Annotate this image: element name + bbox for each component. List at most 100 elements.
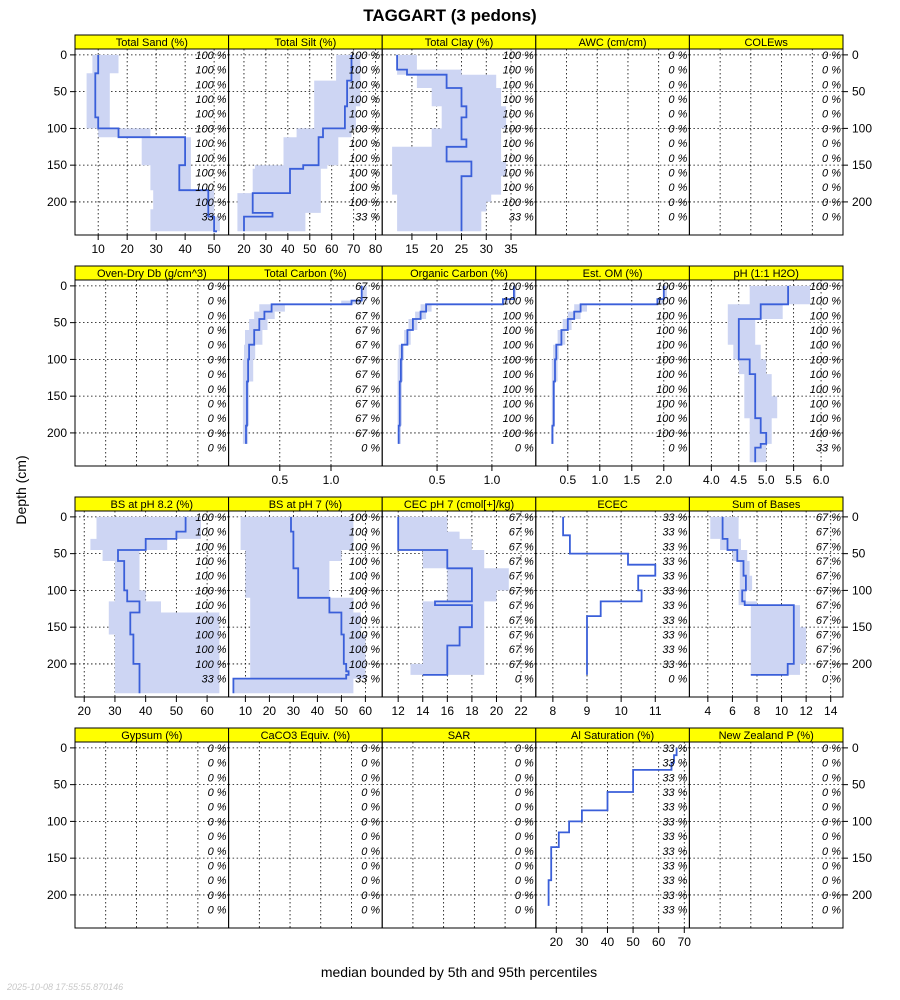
completeness-label: 0 % [208, 296, 227, 308]
completeness-label: 0 % [361, 772, 380, 784]
completeness-label: 0 % [822, 802, 841, 814]
x-tick-label: 60 [325, 242, 339, 256]
completeness-label: 0 % [822, 875, 841, 887]
completeness-label: 100 % [349, 630, 380, 642]
completeness-label: 0 % [822, 182, 841, 194]
panel: Oven-Dry Db (g/cm^3)0 %0 %0 %0 %0 %0 %0 … [74, 265, 230, 467]
depth-tick-label: 200 [47, 657, 67, 671]
completeness-label: 33 % [509, 212, 534, 224]
completeness-label: 100 % [810, 281, 841, 293]
depth-tick-label: 100 [47, 352, 67, 366]
completeness-label: 0 % [208, 354, 227, 366]
panel-title: SAR [448, 730, 471, 742]
completeness-label: 0 % [361, 905, 380, 917]
completeness-label: 100 % [810, 310, 841, 322]
x-tick-label: 0.5 [271, 473, 288, 487]
completeness-label: 67 % [509, 541, 534, 553]
panel-border [535, 48, 690, 236]
x-tick-label: 8 [550, 704, 557, 718]
completeness-label: 33 % [662, 816, 687, 828]
panel-title: Est. OM (%) [583, 268, 643, 280]
completeness-label: 33 % [662, 541, 687, 553]
completeness-label: 100 % [503, 168, 534, 180]
x-tick-label: 9 [584, 704, 591, 718]
depth-tick-label: 150 [47, 389, 67, 403]
x-tick-label: 30 [287, 704, 301, 718]
percentile-band [233, 516, 366, 694]
x-tick-label: 1.5 [623, 473, 640, 487]
completeness-label: 100 % [195, 644, 226, 656]
completeness-label: 67 % [509, 630, 534, 642]
x-tick-label: 15 [405, 242, 419, 256]
depth-tick-label: 0 [60, 510, 67, 524]
percentile-band [237, 54, 361, 232]
percentile-band [398, 516, 509, 675]
panel-title: Gypsum (%) [121, 730, 182, 742]
median-line [551, 285, 665, 444]
completeness-label: 100 % [503, 325, 534, 337]
completeness-label: 100 % [503, 109, 534, 121]
completeness-label: 0 % [822, 212, 841, 224]
x-tick-label: 20 [550, 935, 564, 949]
completeness-label: 0 % [361, 861, 380, 873]
completeness-label: 100 % [503, 50, 534, 62]
panel-border [74, 741, 230, 929]
depth-tick-label: 200 [47, 195, 67, 209]
x-tick-label: 40 [281, 242, 295, 256]
completeness-label: 0 % [515, 802, 534, 814]
completeness-label: 0 % [668, 197, 687, 209]
completeness-label: 0 % [515, 816, 534, 828]
panel-title: CEC pH 7 (cmol[+]/kg) [404, 499, 514, 511]
completeness-label: 0 % [208, 861, 227, 873]
completeness-label: 0 % [668, 153, 687, 165]
completeness-label: 0 % [822, 787, 841, 799]
completeness-label: 0 % [361, 443, 380, 455]
completeness-label: 100 % [349, 527, 380, 539]
completeness-label: 0 % [208, 875, 227, 887]
completeness-label: 100 % [195, 600, 226, 612]
depth-tick-label: 50 [852, 778, 866, 792]
x-tick-label: 80 [369, 242, 383, 256]
completeness-label: 67 % [816, 659, 841, 671]
completeness-label: 0 % [822, 758, 841, 770]
completeness-label: 100 % [195, 630, 226, 642]
depth-tick-label: 50 [54, 547, 68, 561]
panel-title: Total Clay (%) [425, 37, 493, 49]
completeness-label: 67 % [816, 527, 841, 539]
completeness-label: 67 % [355, 310, 380, 322]
depth-tick-label: 200 [852, 888, 872, 902]
panel: Total Carbon (%) 67 % 67 % 67 % 67 % 67 % 67 %… [228, 265, 383, 487]
completeness-label: 67 % [509, 527, 534, 539]
completeness-label: 0 % [208, 905, 227, 917]
completeness-label: 100 % [503, 340, 534, 352]
median-line [117, 516, 187, 694]
completeness-label: 0 % [822, 79, 841, 91]
x-tick-label: 20 [78, 704, 92, 718]
completeness-label: 0 % [361, 875, 380, 887]
depth-tick-label: 150 [47, 620, 67, 634]
x-tick-label: 40 [601, 935, 615, 949]
x-tick-label: 0.5 [429, 473, 446, 487]
completeness-label: 100 % [195, 182, 226, 194]
completeness-label: 67 % [816, 630, 841, 642]
panel-title: CaCO3 Equiv. (%) [261, 730, 351, 742]
completeness-label: 67 % [816, 541, 841, 553]
x-tick-label: 30 [108, 704, 122, 718]
panel-title: Organic Carbon (%) [410, 268, 508, 280]
x-tick-label: 20 [120, 242, 134, 256]
completeness-label: 0 % [515, 787, 534, 799]
panel-title: Total Carbon (%) [264, 268, 347, 280]
completeness-label: 100 % [810, 428, 841, 440]
completeness-label: 0 % [668, 443, 687, 455]
x-tick-label: 2.0 [655, 473, 672, 487]
completeness-label: 100 % [810, 354, 841, 366]
completeness-label: 100 % [503, 296, 534, 308]
completeness-label: 0 % [515, 861, 534, 873]
depth-tick-label: 0 [852, 741, 859, 755]
panel: BS at pH 8.2 (%)100 %100 %100 %100 %100 … [74, 496, 230, 718]
completeness-label: 100 % [195, 153, 226, 165]
completeness-label: 100 % [195, 527, 226, 539]
completeness-label: 0 % [208, 743, 227, 755]
completeness-label: 100 % [656, 296, 687, 308]
x-tick-label: 35 [504, 242, 518, 256]
